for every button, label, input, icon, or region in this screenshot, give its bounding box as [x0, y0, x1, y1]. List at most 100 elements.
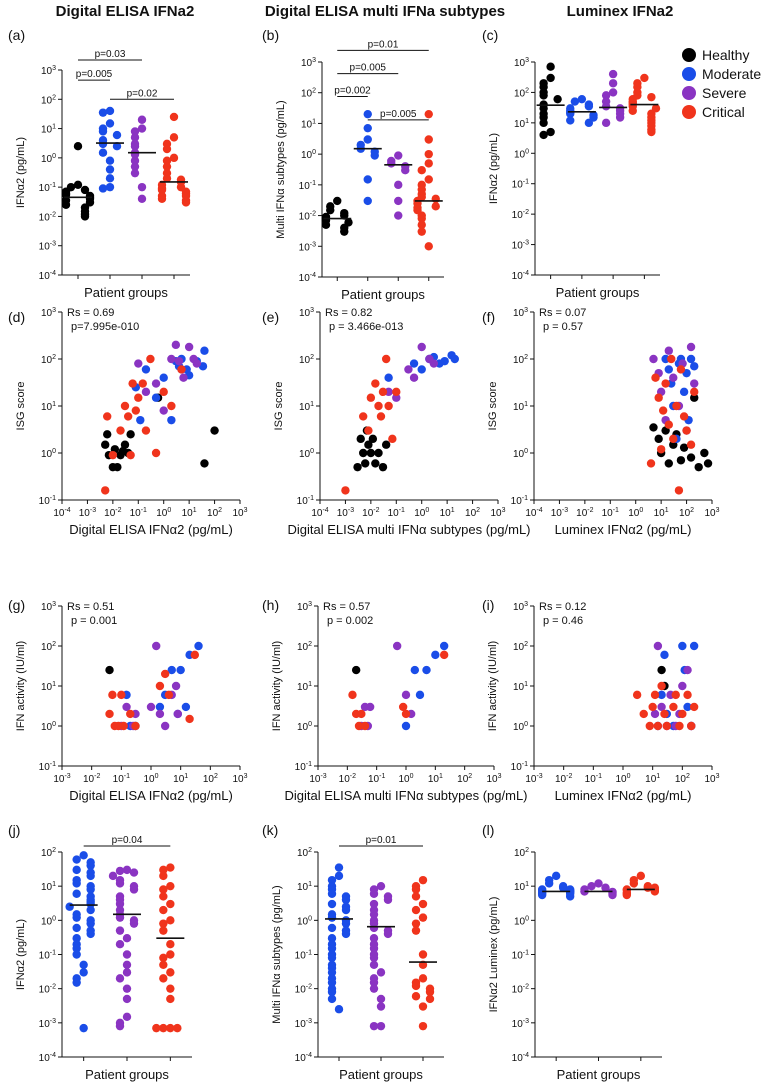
- data-point-healthy: [210, 426, 219, 435]
- data-point-healthy: [539, 118, 548, 128]
- data-point-moderate: [577, 94, 587, 104]
- x-tick-label: 100: [414, 507, 429, 519]
- y-tick-label: 101: [41, 401, 56, 413]
- data-point-moderate: [72, 855, 81, 864]
- data-point-moderate: [98, 139, 108, 149]
- data-point-moderate: [689, 641, 699, 651]
- y-axis-label: IFN activity (IU/ml): [15, 641, 27, 731]
- data-point-moderate: [584, 102, 594, 111]
- data-point-critical: [689, 702, 699, 712]
- y-tick-label: 101: [297, 881, 312, 893]
- data-point-moderate: [431, 650, 440, 660]
- data-point-critical: [101, 486, 110, 495]
- data-point-severe: [404, 365, 413, 374]
- data-point-critical: [126, 709, 135, 719]
- x-tick-label: 10-1: [585, 773, 602, 785]
- data-point-healthy: [61, 200, 71, 209]
- data-point-severe: [594, 879, 603, 888]
- column-title-digital-elisa-multi: Digital ELISA multi IFNa subtypes: [265, 3, 505, 20]
- data-point-critical: [162, 144, 172, 154]
- data-point-healthy: [690, 393, 699, 402]
- data-point-moderate: [327, 913, 337, 922]
- data-point-moderate: [176, 665, 185, 675]
- y-axis-label: IFNα2 (pg/mL): [488, 133, 500, 204]
- data-point-severe: [615, 113, 625, 122]
- data-point-healthy: [359, 448, 368, 458]
- y-tick-label: 101: [41, 681, 56, 693]
- data-point-critical: [392, 387, 401, 397]
- data-point-moderate: [72, 978, 81, 987]
- data-point-critical: [425, 987, 435, 997]
- data-point-critical: [398, 702, 408, 712]
- panel-label-a: (a): [8, 27, 25, 43]
- data-point-moderate: [86, 871, 95, 881]
- data-point-severe: [409, 373, 419, 382]
- x-tick-label: 100: [398, 773, 413, 785]
- y-tick-label: 102: [297, 641, 312, 653]
- data-point-critical: [664, 420, 673, 429]
- y-tick-label: 101: [514, 881, 529, 893]
- x-tick-label: 10-3: [525, 773, 542, 785]
- data-point-severe: [115, 926, 125, 935]
- data-point-critical: [354, 721, 364, 731]
- data-point-severe: [369, 978, 379, 987]
- data-point-healthy: [553, 94, 562, 104]
- panel-label-c: (c): [482, 27, 498, 43]
- data-point-severe: [137, 194, 147, 203]
- panel-label-e: (e): [262, 309, 279, 325]
- y-tick-label: 102: [297, 847, 312, 859]
- y-tick-label: 101: [514, 118, 529, 130]
- data-point-moderate: [112, 142, 122, 151]
- x-tick-label: 100: [143, 773, 158, 785]
- data-point-severe: [173, 709, 182, 719]
- data-point-moderate: [79, 960, 88, 969]
- data-point-moderate: [86, 905, 95, 915]
- data-point-severe: [365, 702, 375, 712]
- correlation-p: p = 0.46: [543, 615, 583, 627]
- x-tick-label: 103: [704, 507, 719, 519]
- panel-label-b: (b): [262, 27, 279, 43]
- data-point-severe: [130, 133, 140, 142]
- data-point-severe: [115, 940, 125, 949]
- data-point-critical: [159, 926, 168, 935]
- panel-l: (l) 10-4 10-3 10-2 10-1 100 101 102 IFNα2 Lumine…: [482, 822, 662, 1082]
- data-point-healthy: [654, 434, 663, 444]
- data-point-severe: [429, 359, 439, 368]
- x-axis-label: Digital ELISA multi IFNα subtypes (pg/mL…: [287, 522, 530, 537]
- data-point-moderate: [334, 871, 344, 881]
- data-point-critical: [645, 721, 654, 731]
- data-point-severe: [115, 1021, 125, 1031]
- data-point-healthy: [649, 423, 658, 432]
- data-point-severe: [376, 881, 386, 891]
- x-tick-label: 102: [465, 507, 480, 519]
- data-point-moderate: [79, 851, 88, 860]
- data-point-critical: [654, 393, 663, 402]
- y-tick-label: 10-2: [512, 209, 529, 221]
- data-point-severe: [179, 373, 188, 382]
- x-tick-label: 101: [173, 773, 188, 785]
- data-point-moderate: [327, 933, 337, 943]
- data-point-critical: [159, 960, 168, 969]
- x-tick-label: 10-1: [388, 507, 405, 519]
- data-point-critical: [411, 981, 421, 991]
- data-point-healthy: [126, 430, 135, 439]
- data-point-severe: [376, 994, 386, 1004]
- data-point-moderate: [86, 899, 95, 909]
- correlation-rs: Rs = 0.12: [539, 601, 586, 613]
- data-point-moderate: [105, 165, 115, 174]
- y-tick-label: 100: [41, 153, 56, 165]
- data-point-critical: [359, 412, 368, 421]
- data-point-severe: [137, 182, 147, 192]
- data-point-critical: [166, 881, 175, 891]
- data-point-critical: [671, 690, 680, 700]
- y-tick-label: 10-1: [295, 761, 312, 773]
- x-tick-label: 10-2: [104, 507, 121, 519]
- panel-label-d: (d): [8, 309, 25, 325]
- y-tick-label: 10-4: [299, 272, 316, 284]
- data-point-severe: [146, 702, 156, 712]
- data-point-critical: [411, 992, 421, 1001]
- y-tick-label: 103: [41, 601, 56, 613]
- data-point-critical: [417, 220, 426, 230]
- data-point-severe: [115, 866, 125, 876]
- data-point-critical: [138, 379, 147, 388]
